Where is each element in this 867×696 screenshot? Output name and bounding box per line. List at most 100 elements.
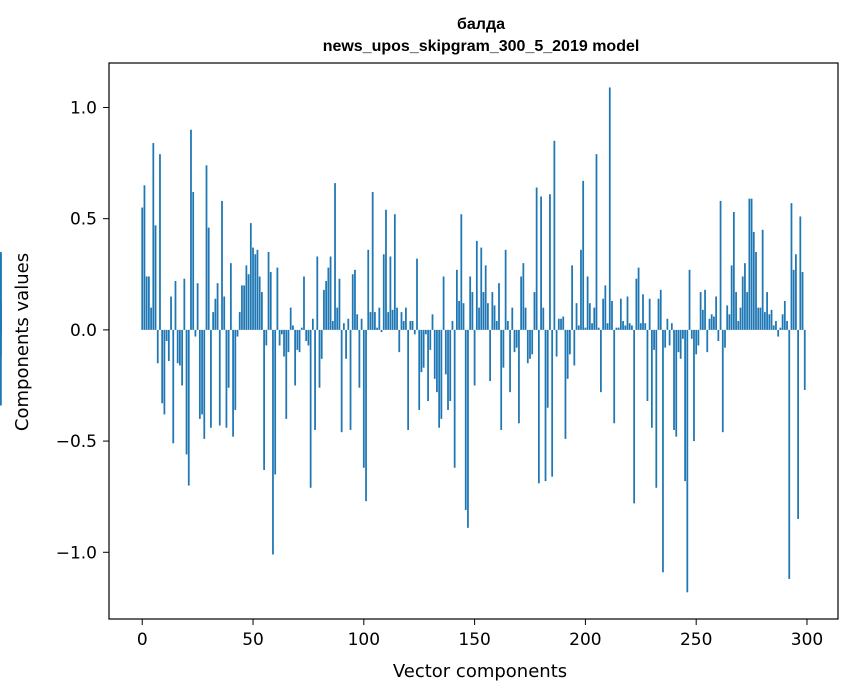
bar	[405, 307, 407, 330]
bar	[385, 209, 387, 330]
bar	[792, 269, 795, 330]
bar	[467, 329, 469, 528]
plot-frame	[108, 62, 839, 620]
bar	[316, 256, 319, 330]
bar	[493, 305, 496, 330]
bar	[433, 329, 436, 379]
bar	[351, 274, 354, 330]
bar	[772, 325, 775, 330]
bar	[241, 285, 243, 330]
bar	[475, 240, 478, 330]
y-axis-label: Components values	[12, 253, 33, 431]
bar	[531, 329, 534, 355]
bar	[298, 329, 301, 353]
bar	[790, 203, 793, 330]
bar	[673, 329, 675, 430]
bar	[617, 327, 620, 330]
bar	[159, 154, 161, 330]
y-tick-label: 1.0	[70, 98, 97, 118]
bar	[464, 329, 467, 511]
bar	[163, 329, 166, 415]
bar	[737, 320, 740, 330]
bar	[553, 140, 556, 330]
bar	[179, 329, 181, 366]
bar	[726, 305, 729, 330]
bar	[234, 329, 237, 410]
bar	[755, 252, 757, 330]
bar	[340, 329, 343, 433]
bar	[294, 329, 297, 386]
bar	[604, 285, 607, 330]
bar	[192, 191, 195, 330]
bar	[555, 329, 558, 357]
bar	[258, 276, 261, 330]
bar	[533, 292, 536, 330]
bar	[245, 265, 248, 330]
bar	[777, 329, 780, 337]
bar	[668, 329, 671, 346]
bar	[666, 318, 669, 330]
bars-group	[0, 87, 806, 593]
bar	[409, 320, 412, 330]
bar	[393, 214, 396, 330]
bar	[396, 307, 398, 330]
bar	[327, 267, 330, 330]
bar	[276, 267, 279, 330]
bar	[761, 229, 764, 330]
bar	[522, 263, 525, 330]
bar	[506, 320, 509, 330]
bar	[650, 329, 653, 428]
bar	[356, 314, 359, 330]
bar	[338, 278, 341, 330]
bar	[588, 303, 591, 330]
bar	[283, 329, 285, 357]
bar	[701, 309, 704, 330]
bar	[688, 269, 691, 330]
bar	[513, 329, 516, 353]
bar	[345, 329, 347, 359]
bar	[247, 274, 250, 330]
bar	[495, 320, 498, 330]
bar	[176, 329, 179, 364]
x-tick-label: 150	[458, 630, 490, 650]
x-tick-label: 100	[348, 630, 380, 650]
bar	[597, 327, 600, 330]
bar	[289, 307, 292, 330]
bar	[584, 327, 587, 330]
bar	[274, 329, 277, 475]
bar	[577, 325, 580, 330]
bar	[232, 329, 234, 437]
bar	[309, 329, 312, 488]
bar	[515, 329, 518, 348]
bar	[438, 329, 441, 428]
bar	[196, 283, 199, 330]
bar	[571, 265, 573, 330]
bar	[307, 329, 310, 346]
bar	[449, 329, 452, 402]
bar	[575, 303, 578, 330]
bar	[167, 329, 170, 362]
bar	[190, 129, 192, 330]
bar	[637, 267, 640, 330]
bar	[593, 307, 596, 330]
bar	[639, 323, 642, 330]
bar	[591, 323, 593, 330]
bar	[608, 87, 611, 330]
bar	[203, 329, 206, 439]
bar	[249, 223, 252, 330]
bar	[746, 292, 749, 330]
bar	[659, 289, 662, 330]
bar	[440, 329, 443, 419]
bar	[560, 318, 562, 330]
bar	[398, 329, 401, 353]
bar	[358, 329, 361, 388]
bar	[218, 329, 221, 426]
bar	[187, 329, 190, 486]
bar	[664, 329, 667, 348]
bar	[223, 296, 226, 330]
bar	[265, 329, 268, 346]
bar	[174, 280, 177, 330]
bar	[646, 329, 649, 402]
bar	[763, 312, 766, 330]
bar	[504, 249, 507, 330]
